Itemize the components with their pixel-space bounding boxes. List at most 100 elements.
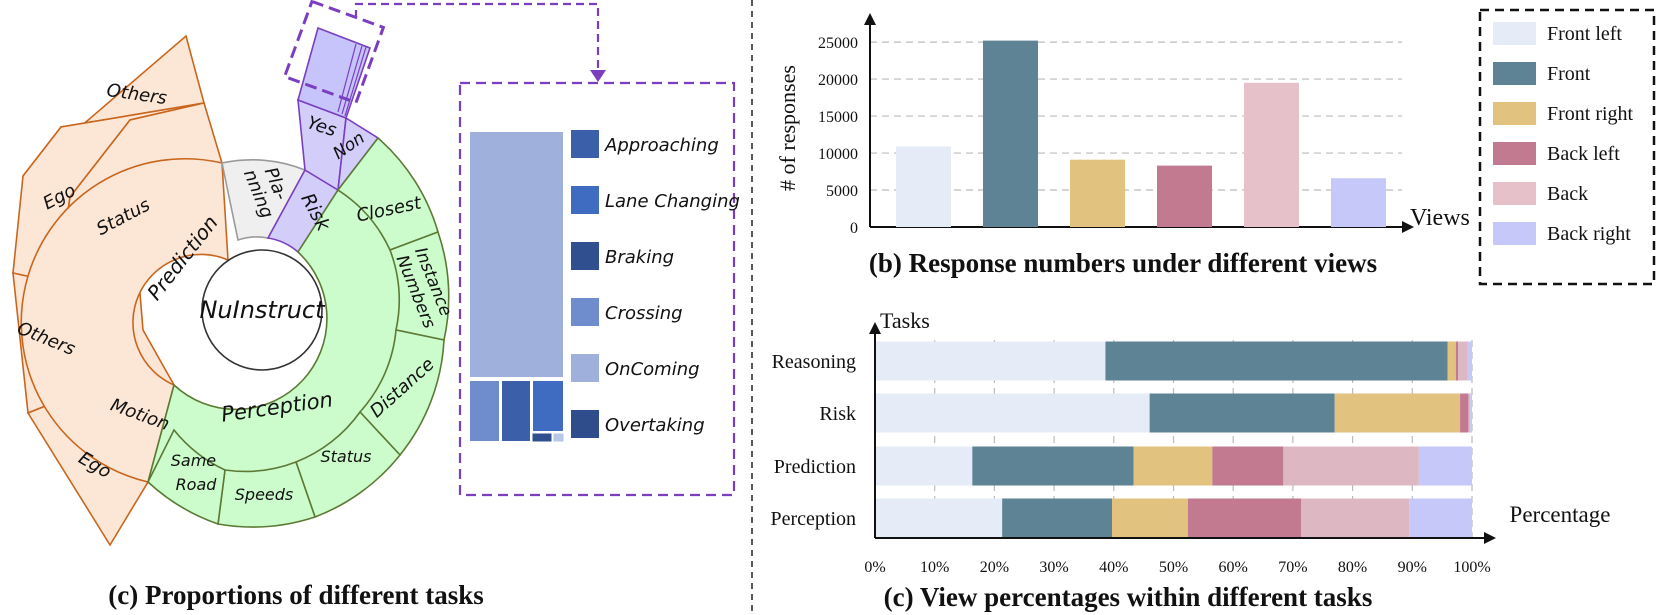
legend-swatch-back-left (1493, 142, 1536, 165)
stacked-segment-perception-front-left (875, 498, 1003, 538)
task-sunburst: NuInstruct Prediction Pla- nning Risk Pe… (12, 0, 606, 547)
legend-swatch-front (1493, 62, 1536, 85)
risk-highlight-box (282, 0, 386, 105)
bar-front-right (1070, 159, 1125, 227)
treemap-cell-oncoming (468, 130, 565, 379)
stacked-x-axis-arrow (1484, 532, 1496, 544)
zoom-connector (354, 2, 600, 76)
stacked-segment-prediction-back-left (1212, 446, 1284, 486)
stacked-segment-prediction-front-right (1133, 446, 1213, 486)
legend-swatch-back (1493, 182, 1536, 205)
panel-a-caption: (c) Proportions of different tasks (108, 580, 483, 610)
stacked-xtick-label: 90% (1398, 559, 1427, 576)
legend-label-front-right: Front right (1547, 103, 1634, 125)
center-label: NuInstruct (199, 296, 326, 324)
stacked-segment-reasoning-back-right (1467, 341, 1472, 381)
middle-segment-same-road (147, 428, 226, 526)
middle-label-speeds: Speeds (235, 485, 294, 504)
treemap-legend-label-braking: Braking (605, 247, 674, 268)
stacked-xtick-label: 40% (1099, 559, 1128, 576)
stacked-segment-perception-front-right (1112, 498, 1188, 538)
stacked-x-axis-label: Percentage (1510, 502, 1611, 527)
treemap-legend-label-approaching: Approaching (604, 135, 719, 156)
stacked-segment-risk-front-right (1334, 393, 1461, 433)
legend-label-front-left: Front left (1547, 23, 1622, 45)
legend-swatch-front-right (1493, 102, 1536, 125)
bar-x-axis-arrow (1402, 221, 1414, 233)
view-legend: Front left Front Front right Back left Back B… (1478, 8, 1656, 286)
stacked-y-axis-arrow (869, 322, 881, 334)
stacked-category-label-prediction: Prediction (774, 456, 856, 478)
treemap-legend-label-crossing: Crossing (605, 303, 683, 324)
stacked-category-label-perception: Perception (770, 508, 856, 530)
stacked-segment-perception-front (1002, 498, 1113, 538)
treemap-cell-braking (531, 432, 553, 443)
bar-back-left (1157, 165, 1212, 227)
zoom-connector-arrowhead (590, 70, 606, 82)
stacked-segment-prediction-back-right (1418, 446, 1472, 486)
risk-strip-divider (341, 45, 363, 115)
outer-segment-risk-highlight (297, 26, 372, 120)
legend-swatch-back-right (1493, 222, 1536, 245)
stacked-xtick-label: 10% (920, 559, 949, 576)
bar-ytick-label: 0 (850, 220, 858, 237)
risk-treemap: Approaching Lane Changing Braking Crossing O… (458, 81, 740, 497)
bar-y-axis-arrow (864, 13, 876, 25)
risk-strip-divider (337, 43, 357, 113)
treemap-legend-swatch-overtaking (571, 410, 599, 438)
treemap-legend-swatch-lane-changing (571, 186, 599, 214)
stacked-xtick-label: 0% (864, 559, 885, 576)
treemap-legend: Approaching Lane Changing Braking Crossing O… (571, 130, 740, 438)
stacked-category-label-reasoning: Reasoning (772, 351, 856, 373)
stacked-xtick-label: 50% (1159, 559, 1188, 576)
bar-back (1244, 82, 1299, 227)
stacked-xtick-label: 100% (1453, 559, 1490, 576)
same-road-line1: Same (171, 451, 217, 470)
treemap-legend-swatch-oncoming (571, 354, 599, 382)
risk-strip-divider (344, 46, 367, 117)
stacked-xtick-label: 20% (980, 559, 1009, 576)
stacked-segment-reasoning-front-left (875, 341, 1106, 381)
treemap-legend-label-oncoming: OnComing (605, 359, 700, 380)
bar-ytick-label: 15000 (818, 109, 858, 126)
stacked-segment-prediction-back (1283, 446, 1419, 486)
treemap-cell-overtaking (552, 432, 565, 443)
bar-x-axis-label: Views (1410, 205, 1470, 231)
view-percentage-stacked-chart: Reasoning Risk Prediction Perception 0% 10% 20… (770, 308, 1610, 612)
bar-ytick-label: 5000 (826, 183, 858, 200)
stacked-segment-risk-front (1149, 393, 1335, 433)
stacked-segment-prediction-front (972, 446, 1134, 486)
treemap-cell-crossing (468, 379, 501, 443)
stacked-xtick-label: 60% (1219, 559, 1248, 576)
treemap-legend-swatch-crossing (571, 298, 599, 326)
stacked-segment-risk-back-right (1470, 393, 1472, 433)
stacked-xtick-label: 80% (1338, 559, 1367, 576)
legend-label-back-right: Back right (1547, 223, 1631, 245)
stacked-segment-perception-back-right (1409, 498, 1472, 538)
middle-label-status-perception: Status (321, 447, 372, 466)
stacked-segment-prediction-front-left (875, 446, 973, 486)
stacked-segment-reasoning-back-left (1455, 341, 1459, 381)
bar-y-axis-label: # of responses (775, 65, 800, 191)
stacked-xtick-label: 70% (1278, 559, 1307, 576)
stacked-segment-reasoning-front-right (1447, 341, 1456, 381)
bar-ytick-label: 10000 (818, 146, 858, 163)
treemap-legend-swatch-braking (571, 242, 599, 270)
stacked-segment-perception-back-left (1187, 498, 1302, 538)
sunburst-center (201, 249, 323, 371)
stacked-segment-reasoning-front (1105, 341, 1448, 381)
middle-label-same-road: Same Road (171, 451, 221, 494)
legend-label-back: Back (1547, 183, 1588, 205)
stacked-segment-risk-back (1468, 393, 1471, 433)
stacked-xtick-label: 30% (1039, 559, 1068, 576)
stacked-segment-risk-back-left (1460, 393, 1469, 433)
legend-swatch-front-left (1493, 22, 1536, 45)
stacked-segment-reasoning-back (1458, 341, 1468, 381)
view-legend-frame (1478, 8, 1656, 286)
stacked-chart-title: (c) View percentages within different ta… (884, 582, 1373, 612)
bar-chart-title: (b) Response numbers under different vie… (869, 248, 1377, 278)
treemap-legend-label-overtaking: Overtaking (605, 415, 705, 436)
bar-back-right (1331, 178, 1386, 227)
stacked-category-label-risk: Risk (819, 403, 856, 425)
